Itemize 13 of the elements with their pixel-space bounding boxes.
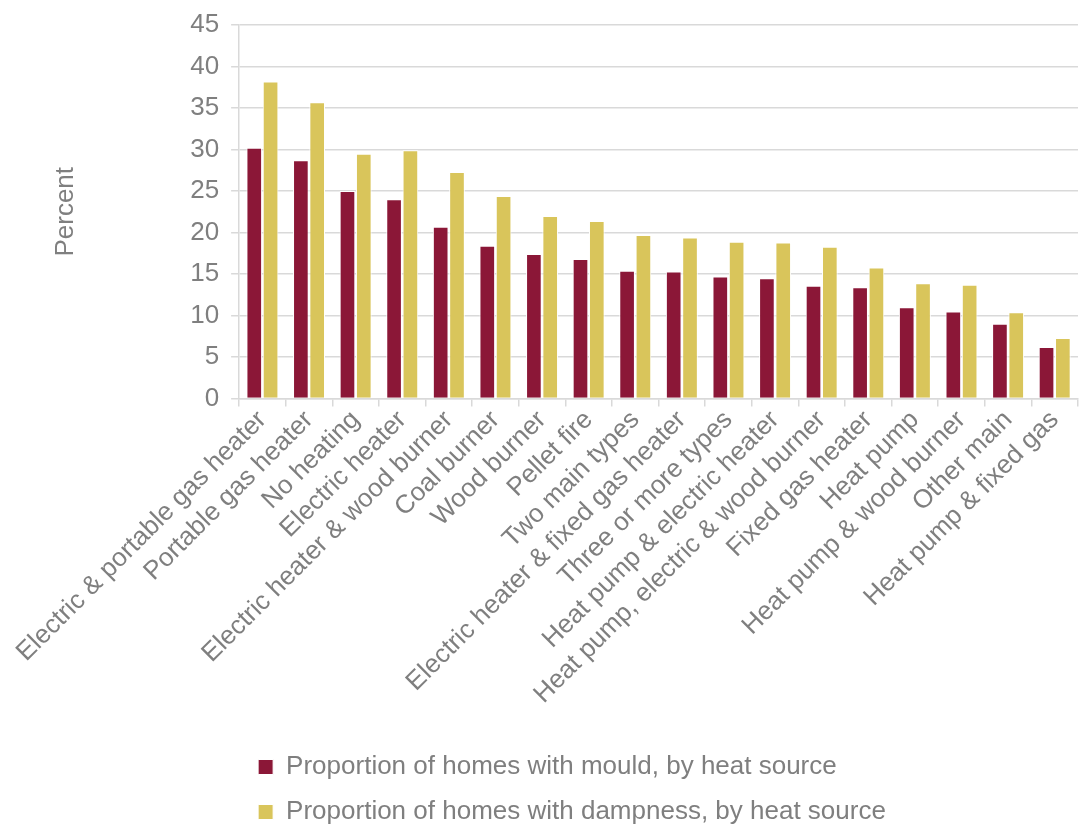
y-tick-label: 10 — [190, 298, 220, 329]
y-tick-label: 0 — [204, 381, 220, 412]
y-tick-label: 25 — [190, 174, 220, 205]
y-tick-label: 30 — [190, 132, 220, 163]
y-tick-label: 35 — [190, 91, 220, 122]
y-tick-label: 45 — [190, 8, 220, 39]
legend-label: Proportion of homes with mould, by heat source — [286, 750, 837, 781]
y-tick-label: 15 — [190, 257, 220, 288]
y-axis-title: Percent — [48, 166, 79, 257]
y-tick-label: 40 — [190, 49, 220, 80]
y-tick-label: 5 — [204, 340, 220, 371]
legend-label: Proportion of homes with dampness, by heat source — [286, 795, 886, 825]
y-tick-label: 20 — [190, 215, 220, 246]
